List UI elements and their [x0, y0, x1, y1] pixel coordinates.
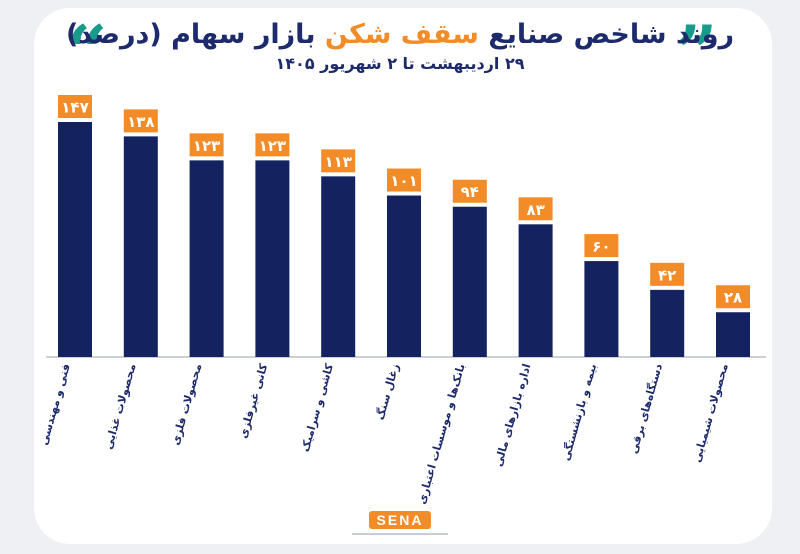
bar — [518, 224, 553, 357]
value-label-box — [452, 179, 487, 203]
bar — [716, 312, 750, 357]
title-highlight: سقف شکن — [324, 19, 479, 50]
category-label: محصولات فلزی — [169, 362, 205, 446]
value-label-box — [58, 95, 92, 118]
logo-underline — [352, 533, 448, 535]
bar — [255, 160, 290, 357]
category-label: اداره بازارهای مالی — [492, 362, 534, 468]
bar — [321, 176, 356, 357]
category-label: کاشی و سرامیک — [299, 362, 337, 454]
value-label: ۱۳۸ — [127, 113, 154, 131]
value-label-box — [387, 168, 421, 192]
logo-text: SENA — [368, 511, 432, 529]
quote-open-icon: “ — [66, 9, 108, 94]
title-part2: بازار سهام (درصد) — [65, 19, 325, 50]
value-label-box — [255, 133, 290, 157]
value-label: ۸۳ — [526, 201, 544, 219]
category-label: کانی غیرفلزی — [237, 362, 271, 440]
value-label: ۱۴۷ — [61, 99, 88, 117]
value-label-box — [716, 285, 750, 309]
value-label: ۱۰۱ — [390, 172, 417, 190]
category-label: محصولات غذایی — [102, 362, 139, 451]
value-label: ۱۱۳ — [324, 153, 351, 171]
category-label: فنی و مهندسی — [37, 362, 73, 447]
bar — [650, 289, 685, 357]
bar — [452, 206, 487, 357]
value-label: ۴۲ — [658, 266, 676, 284]
value-label-box — [584, 234, 619, 258]
value-label-box — [321, 149, 356, 173]
bar — [123, 136, 158, 357]
bar — [189, 160, 224, 357]
value-label: ۲۸ — [724, 289, 742, 307]
title-part1: روند شاخص صنایع — [478, 19, 735, 50]
quote-close-icon: ” — [676, 9, 718, 94]
bar — [584, 261, 619, 357]
value-label-box — [518, 197, 553, 221]
chart-subtitle: ۲۹ اردیبهشت تا ۲ شهریور ۱۴۰۵ — [275, 54, 525, 73]
value-label-box — [123, 109, 158, 133]
sena-logo: SENA — [352, 510, 448, 535]
chart-header: روند شاخص صنایع سقف شکن بازار سهام (درصد… — [0, 18, 800, 74]
value-label-box — [189, 133, 224, 157]
category-label: زغال سنگ — [372, 362, 401, 422]
value-label-box — [650, 262, 685, 286]
category-label: دستگاه‌های برقی — [627, 362, 665, 455]
value-label: ۱۲۳ — [259, 137, 286, 155]
bar — [58, 122, 92, 357]
chart-title: روند شاخص صنایع سقف شکن بازار سهام (درصد… — [0, 18, 800, 52]
category-label: بانک‌ها و موسسات اعتباری — [415, 362, 468, 505]
value-label: ۹۴ — [461, 183, 479, 201]
value-label: ۱۲۳ — [193, 137, 220, 155]
category-label: بیمه و بازنشستگی — [559, 362, 599, 462]
value-label: ۶۰ — [592, 238, 610, 256]
bar — [387, 195, 421, 357]
category-label: محصولات شیمیایی — [690, 362, 731, 464]
